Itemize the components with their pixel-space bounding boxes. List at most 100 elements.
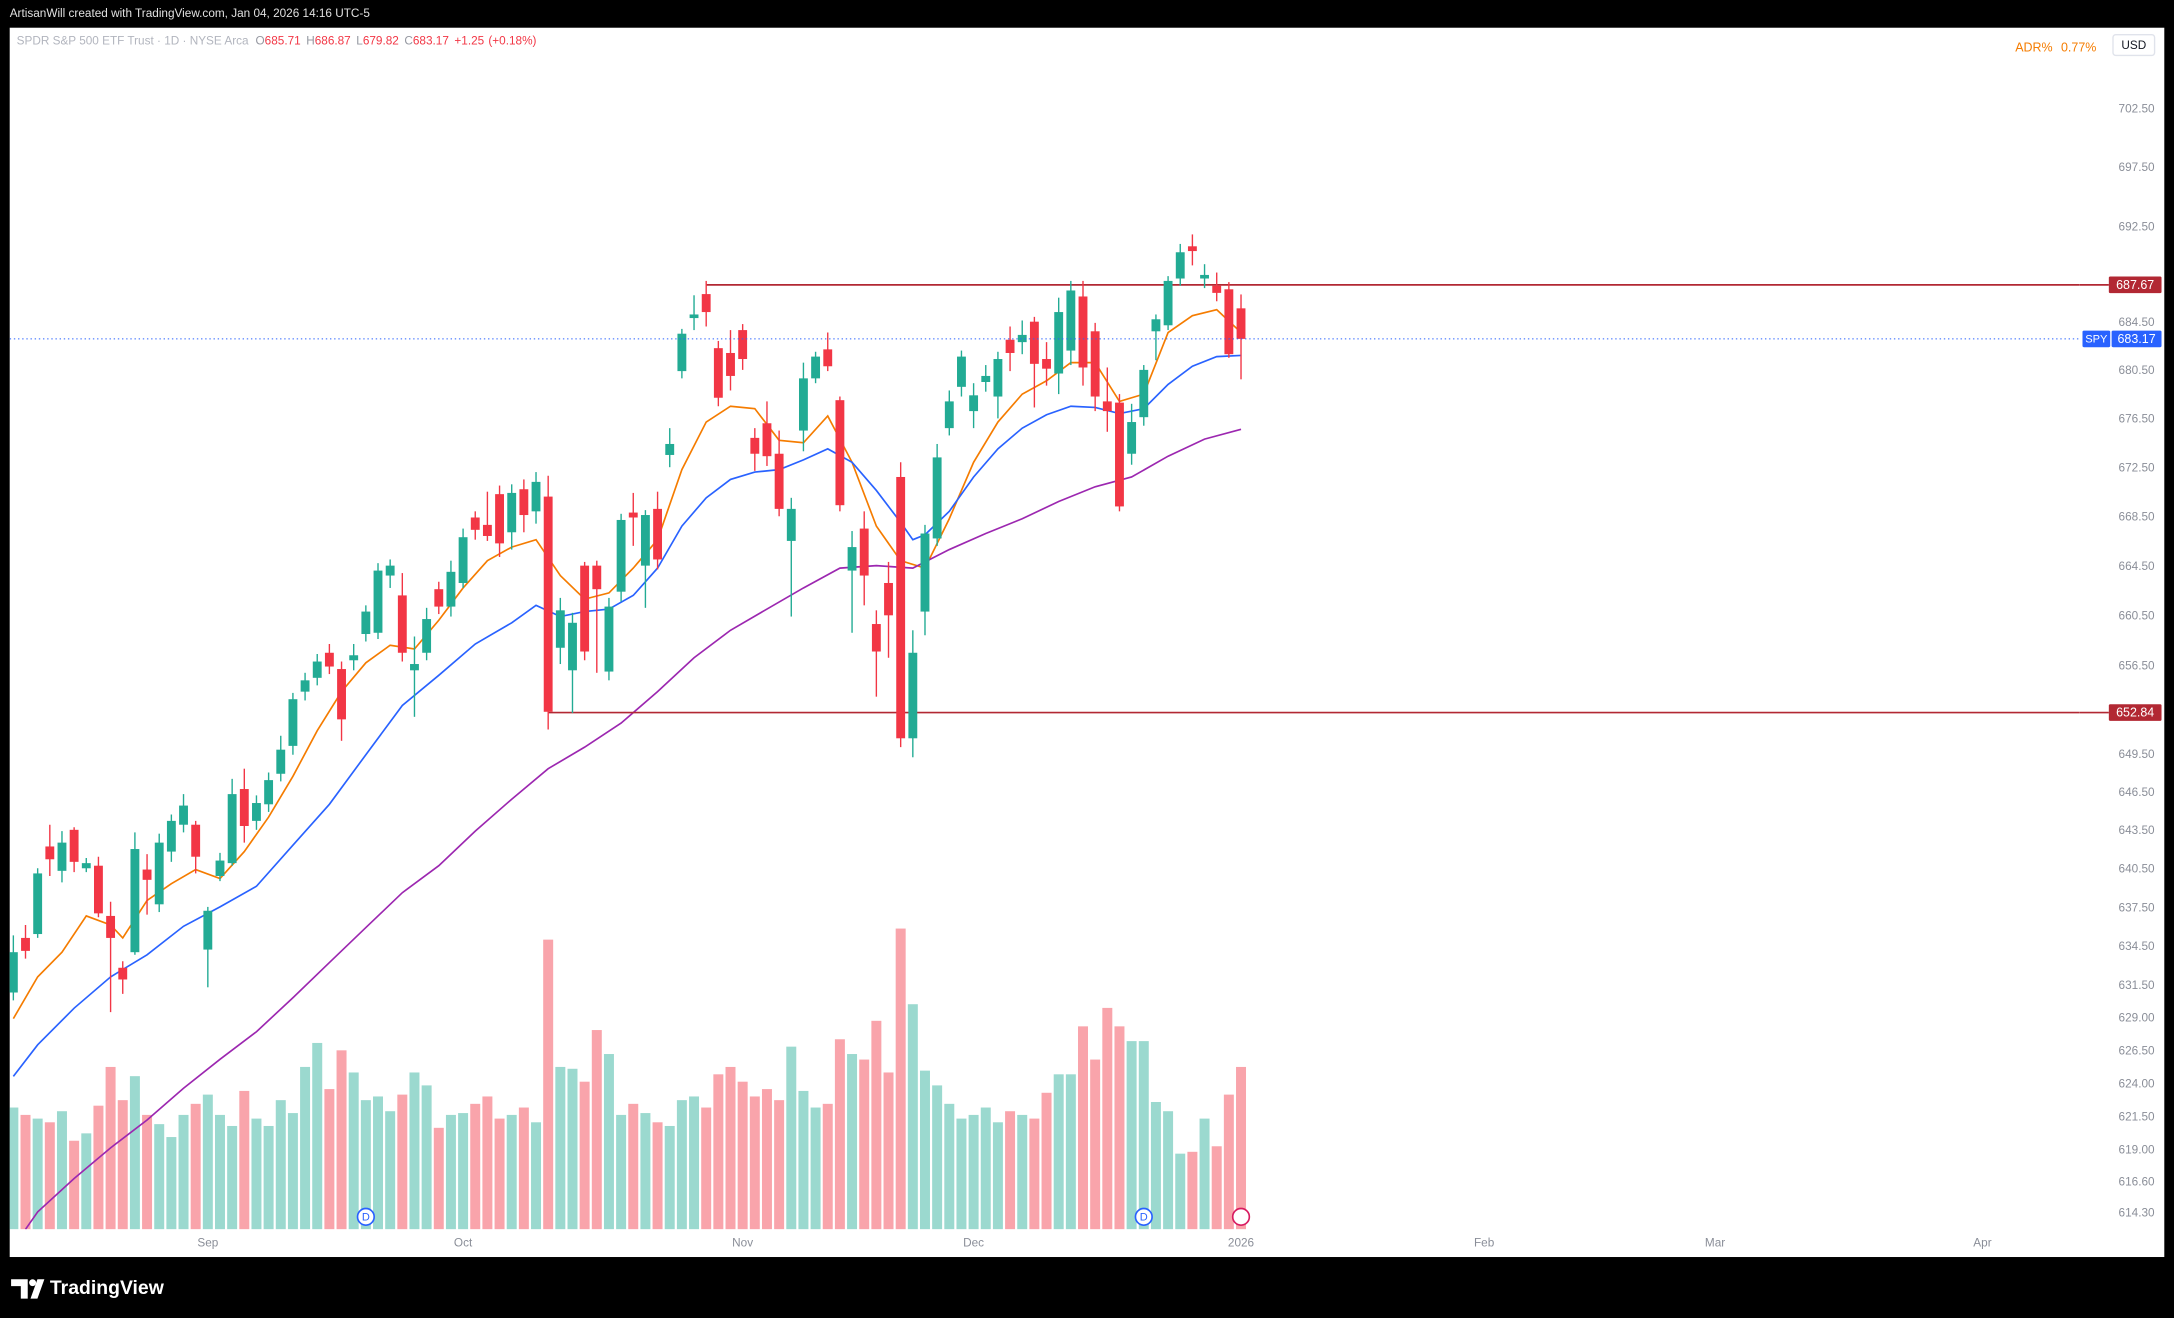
y-tick-label: 640.50 [2119, 863, 2155, 876]
volume-bar [251, 1118, 262, 1230]
candle-body [1005, 339, 1015, 353]
volume-bar [458, 1113, 469, 1230]
volume-bar [1223, 1094, 1234, 1230]
candle-body [1115, 402, 1124, 507]
y-tick-label: 629.00 [2119, 1012, 2155, 1025]
candle-body [142, 869, 152, 880]
candle-body [677, 333, 687, 372]
candle-body [154, 842, 164, 905]
volume-bar [1041, 1092, 1052, 1230]
y-tick-label: 643.50 [2119, 824, 2155, 837]
candle-body [349, 655, 359, 661]
volume-bar [44, 1122, 55, 1230]
volume-bar [737, 1081, 748, 1230]
volume-bar [32, 1118, 43, 1230]
y-tick-label: 614.30 [2119, 1206, 2155, 1219]
volume-bar [956, 1118, 967, 1230]
volume-bar [287, 1113, 298, 1230]
volume-bar [360, 1100, 371, 1230]
y-tick-label: 637.50 [2119, 901, 2155, 914]
y-tick-label: 692.50 [2119, 220, 2155, 233]
candle-body [811, 356, 821, 379]
ohlc-label: C [404, 35, 413, 48]
volume-bar [616, 1114, 627, 1230]
volume-bar [822, 1103, 833, 1230]
volume-bar [676, 1100, 687, 1230]
volume-bar [531, 1122, 542, 1230]
price-tag [2108, 704, 2162, 721]
y-tick-label: 646.50 [2119, 786, 2155, 799]
candle-body [33, 873, 43, 935]
candle-body [969, 395, 979, 412]
candle-body [1151, 319, 1161, 332]
candle-body [118, 967, 128, 980]
candle-body [1066, 290, 1076, 351]
change-percent: (+0.18%) [488, 35, 536, 48]
chart-area [9, 27, 2165, 1258]
volume-bar [214, 1114, 225, 1230]
y-tick-label: 668.50 [2119, 511, 2155, 524]
ohlc-value: 685.71 [265, 35, 301, 48]
y-tick-label: 631.50 [2119, 979, 2155, 992]
candle-body [1236, 308, 1246, 339]
volume-bar [421, 1085, 432, 1230]
volume-bar [1199, 1118, 1210, 1230]
volume-bar [336, 1050, 347, 1230]
volume-bar [275, 1100, 286, 1230]
price-tag-label: 683.17 [2117, 332, 2155, 346]
candle-body [507, 492, 517, 533]
x-tick-label: Sep [197, 1236, 218, 1249]
volume-bar [142, 1114, 153, 1230]
candle-body [580, 565, 590, 652]
y-tick-label: 672.50 [2119, 462, 2155, 475]
y-tick-label: 634.50 [2119, 940, 2155, 953]
candle-body [276, 749, 286, 774]
y-tick-label: 664.50 [2119, 560, 2155, 573]
volume-bar [20, 1114, 31, 1230]
logo-dot [29, 1279, 37, 1287]
candle-body [1054, 312, 1064, 374]
candle-body [239, 789, 249, 826]
volume-bar [871, 1020, 882, 1230]
attribution: ArtisanWill created with TradingView.com… [10, 7, 371, 20]
candle-body [944, 401, 954, 429]
x-tick-label: 2026 [1228, 1236, 1255, 1249]
x-tick-label: Oct [454, 1236, 473, 1249]
candle-body [555, 610, 565, 648]
y-tick-label: 619.00 [2119, 1144, 2155, 1157]
x-tick-label: Nov [732, 1236, 753, 1249]
candle-body [252, 803, 261, 821]
volume-bar [725, 1066, 736, 1230]
candle-body [1078, 296, 1088, 368]
volume-bar [1090, 1059, 1101, 1230]
volume-bar [834, 1039, 845, 1230]
volume-bar [433, 1127, 444, 1230]
volume-bar [992, 1122, 1003, 1230]
indicator-name: ADR% [2015, 41, 2052, 55]
volume-bar [373, 1096, 383, 1230]
candle-body [191, 824, 201, 857]
volume-bar [470, 1103, 481, 1230]
volume-bar [579, 1081, 590, 1230]
volume-bar [664, 1125, 675, 1230]
candle-body [653, 508, 663, 560]
symbol-tag [2082, 330, 2111, 348]
volume-bar [1017, 1114, 1028, 1230]
candle-body [932, 457, 942, 539]
moving-average [12, 354, 1242, 1077]
candle-body [1017, 334, 1027, 343]
y-tick-label: 656.50 [2119, 660, 2155, 673]
symbol-title: SPDR S&P 500 ETF Trust · 1D · NYSE Arca [17, 35, 249, 48]
volume-bar [919, 1070, 930, 1230]
volume-bar [506, 1114, 517, 1230]
candle-body [106, 915, 116, 938]
event-label: D [362, 1211, 370, 1223]
volume-bar [907, 1004, 918, 1230]
candle-body [300, 680, 310, 692]
volume-bar [93, 1105, 104, 1230]
volume-bar [312, 1042, 323, 1230]
candle-body [410, 664, 419, 671]
volume-bar [409, 1072, 420, 1230]
volume-bar [263, 1125, 274, 1230]
candle-body [762, 423, 772, 457]
